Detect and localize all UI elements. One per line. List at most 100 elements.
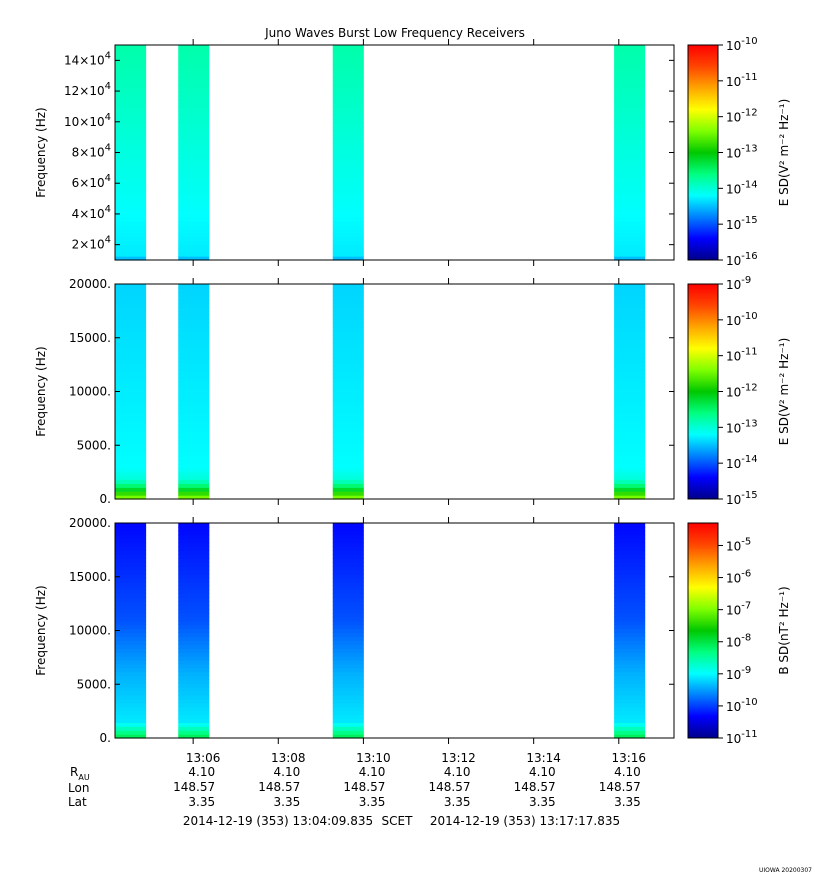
colorbar-tick-label: 10-14 [726,179,758,196]
y-axis-label: Frequency (Hz) [34,107,48,198]
x-tick-label: 13:08 [271,751,306,765]
colorbar-label: B SD(nT² Hz⁻¹) [777,586,791,674]
burst-2 [178,523,210,739]
figure-title: Juno Waves Burst Low Frequency Receivers [264,26,525,40]
y-axis-label: Frequency (Hz) [34,346,48,437]
y-tick-label: 14×104 [64,50,111,67]
burst-2 [178,45,210,261]
colorbar: 10-9 10-10 10-11 10-12 10-13 10-14 10-15 E SD(V… [687,275,791,507]
colorbar-label: E SD(V² m⁻² Hz⁻¹) [777,99,791,207]
ephemeris-lon-value: 148.57 [343,780,385,794]
x-tick-label: 13:12 [441,751,476,765]
colorbar-tick-label: 10-14 [726,454,758,471]
y-tick-label: 10000. [69,385,111,399]
colorbar-tick-label: 10-12 [726,383,758,400]
plot-stamp: UIOWA 20200307 [759,867,812,874]
ephemeris-r-value: 4.10 [359,765,386,779]
ephemeris-lon-value: 148.57 [173,780,215,794]
burst-1 [115,523,147,739]
panels: 2×104 4×104 6×104 8×104 10×104 12×104 14×104 Fr… [34,36,791,746]
colorbar-tick-label: 10-11 [726,729,758,746]
y-tick-label: 12×104 [64,81,111,98]
burst-4 [614,523,646,739]
colorbar-gradient [687,44,719,261]
spectrogram-panel-3: 0. 5000. 10000. 15000. 20000. Frequency (Hz) 1… [34,516,791,746]
end-time: 2014-12-19 (353) 13:17:17.835 [430,814,620,828]
colorbar-tick-label: 10-11 [726,72,758,89]
colorbar-tick-label: 10-10 [726,36,758,53]
ephemeris-lon-value: 148.57 [258,780,300,794]
ephemeris-label-lat: Lat [68,795,87,809]
colorbar-tick-label: 10-15 [726,490,758,507]
colorbar-tick-label: 10-11 [726,347,758,364]
ephemeris-r-value: 4.10 [444,765,471,779]
y-tick-label: 2×104 [72,235,111,252]
ephemeris-lat-value: 3.35 [359,795,386,809]
y-tick-label: 0. [100,731,111,745]
colorbar-tick-label: 10-9 [726,665,751,682]
colorbar-label: E SD(V² m⁻² Hz⁻¹) [777,338,791,446]
colorbar-gradient [687,522,719,739]
y-axis-label: Frequency (Hz) [34,585,48,676]
spectrogram-panel-1: 2×104 4×104 6×104 8×104 10×104 12×104 14×104 Fr… [34,36,791,268]
ephemeris-lat-value: 3.35 [614,795,641,809]
colorbar-tick-label: 10-15 [726,215,758,232]
colorbar-tick-label: 10-12 [726,108,758,125]
time-frame-label: SCET [382,814,414,828]
x-tick-label: 13:06 [186,751,221,765]
ephemeris-r-value: 4.10 [529,765,556,779]
colorbar-tick-label: 10-8 [726,633,751,650]
burst-1 [115,45,147,261]
colorbar-tick-label: 10-16 [726,251,758,268]
colorbar-tick-label: 10-6 [726,569,751,586]
ephemeris-lat-value: 3.35 [274,795,301,809]
ephemeris-lat-value: 3.35 [444,795,471,809]
burst-1 [115,284,147,500]
ephemeris-r-value: 4.10 [614,765,641,779]
y-tick-label: 5000. [77,438,111,452]
colorbar-tick-label: 10-7 [726,601,751,618]
ephemeris-r-value: 4.10 [274,765,301,779]
burst-3 [332,523,364,739]
y-tick-label: 15000. [69,331,111,345]
x-tick-label: 13:10 [356,751,391,765]
x-tick-label: 13:16 [611,751,646,765]
y-tick-label: 6×104 [72,173,111,190]
ephemeris-r-value: 4.10 [188,765,215,779]
spectrogram-panel-2: 0. 5000. 10000. 15000. 20000. Frequency (Hz) 1… [34,275,791,507]
colorbar-tick-label: 10-10 [726,311,758,328]
x-axis: 13:06 13:08 13:10 13:12 13:14 13:16 [186,751,646,765]
ephemeris-lon-value: 148.57 [429,780,471,794]
colorbar-gradient [687,283,719,500]
burst-4 [614,284,646,500]
x-tick-label: 13:14 [526,751,561,765]
colorbar-tick-label: 10-13 [726,418,758,435]
ephemeris-lat-value: 3.35 [529,795,556,809]
burst-2 [178,284,210,500]
y-tick-label: 15000. [69,570,111,584]
ephemeris-lon-value: 148.57 [599,780,641,794]
colorbar: 10-5 10-6 10-7 10-8 10-9 10-10 10-11 B SD(nT² H… [687,522,791,746]
ephemeris-label-lon: Lon [68,781,89,795]
burst-3 [332,45,364,261]
y-tick-label: 10×104 [64,112,111,129]
colorbar-tick-label: 10-10 [726,697,758,714]
y-tick-label: 10000. [69,624,111,638]
y-tick-label: 4×104 [72,204,111,221]
ephemeris-lat-value: 3.35 [188,795,215,809]
y-tick-label: 5000. [77,677,111,691]
burst-3 [332,284,364,500]
colorbar-tick-label: 10-9 [726,275,751,292]
colorbar-tick-label: 10-13 [726,144,758,161]
y-tick-label: 20000. [69,277,111,291]
burst-4 [614,45,646,261]
colorbar-tick-label: 10-5 [726,536,751,553]
y-tick-label: 0. [100,492,111,506]
start-time: 2014-12-19 (353) 13:04:09.835 [183,814,373,828]
ephemeris-lon-value: 148.57 [514,780,556,794]
y-tick-label: 8×104 [72,143,111,160]
ephemeris-label-r: RAU [70,765,90,782]
y-tick-label: 20000. [69,516,111,530]
